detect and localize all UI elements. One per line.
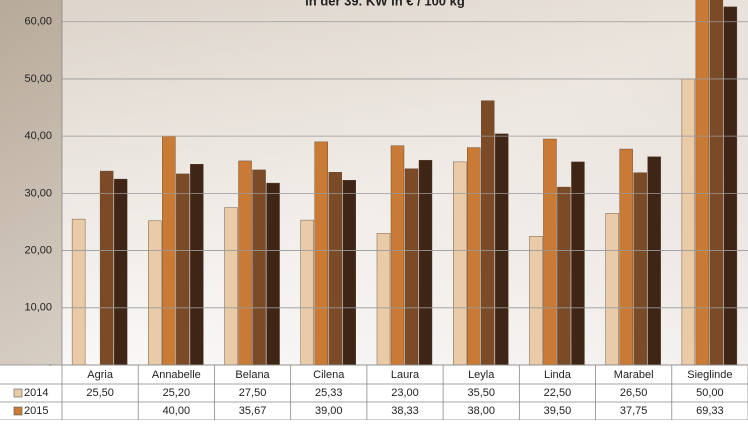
table-value: 27,50: [239, 387, 267, 399]
bar: [113, 178, 128, 365]
table-value: 22,50: [544, 387, 572, 399]
bar: [71, 218, 86, 365]
table-value: 38,33: [391, 405, 419, 417]
legend-swatch: [13, 406, 23, 416]
bar: [224, 207, 238, 365]
bar: [390, 145, 405, 365]
bar: [314, 141, 328, 365]
table-value: 38,00: [467, 405, 495, 417]
table-value: 50,00: [696, 387, 724, 399]
bar: [467, 147, 481, 365]
table-value: 25,20: [163, 387, 191, 399]
x-tick-label: Marabel: [614, 369, 654, 381]
bar: [619, 148, 633, 365]
bar: [543, 138, 557, 365]
bar: [404, 168, 419, 365]
y-tick-label: 10,00: [24, 302, 52, 314]
bar: [723, 6, 738, 365]
bar: [695, 0, 710, 365]
table-value: 35,67: [239, 405, 267, 417]
bar: [633, 172, 647, 365]
bar: [148, 220, 162, 365]
table-value: 25,50: [86, 387, 114, 399]
bar: [252, 169, 266, 365]
x-tick-label: Annabelle: [152, 369, 201, 381]
x-tick-label: Agria: [87, 369, 114, 381]
table-value: 69,33: [696, 405, 724, 417]
bar: [605, 213, 619, 365]
y-tick-label: 30,00: [24, 187, 52, 199]
table-value: 35,50: [467, 387, 495, 399]
bar: [647, 156, 661, 365]
y-tick-label: 60,00: [24, 16, 52, 28]
x-tick-label: Sieglinde: [687, 369, 732, 381]
bar: [328, 172, 342, 365]
bar: [481, 100, 495, 365]
table-value: 23,00: [391, 387, 419, 399]
bar: [342, 180, 356, 365]
bar: [709, 0, 724, 365]
bar: [557, 186, 571, 365]
x-tick-label: Belana: [235, 369, 270, 381]
bar: [418, 159, 433, 365]
table-value: 39,50: [544, 405, 572, 417]
table-background: [0, 365, 748, 420]
y-tick-label: 50,00: [24, 73, 52, 85]
legend-label: 2015: [24, 405, 48, 417]
bar: [300, 219, 314, 365]
bar: [495, 133, 509, 365]
x-tick-label: Leyla: [468, 369, 495, 381]
table-value: 40,00: [163, 405, 191, 417]
bar: [99, 170, 114, 365]
table-value: 26,50: [620, 387, 648, 399]
bar: [266, 182, 280, 365]
y-tick-label: 20,00: [24, 244, 52, 256]
bar: [529, 236, 543, 365]
legend-label: 2014: [24, 387, 48, 399]
legend-swatch: [13, 388, 23, 398]
bar: [190, 163, 204, 365]
x-tick-label: Laura: [391, 369, 420, 381]
table-value: 37,75: [620, 405, 648, 417]
chart-title: in der 39. KW in € / 100 kg: [305, 0, 465, 8]
x-tick-label: Linda: [544, 369, 572, 381]
x-tick-label: Cilena: [313, 369, 345, 381]
table-value: 39,00: [315, 405, 343, 417]
bar: [453, 161, 467, 365]
bar: [238, 160, 252, 365]
y-tick-label: 40,00: [24, 130, 52, 142]
bar: [376, 233, 391, 365]
bar: [681, 78, 696, 365]
bar: [176, 173, 190, 365]
table-value: 25,33: [315, 387, 343, 399]
bar: [571, 161, 585, 365]
